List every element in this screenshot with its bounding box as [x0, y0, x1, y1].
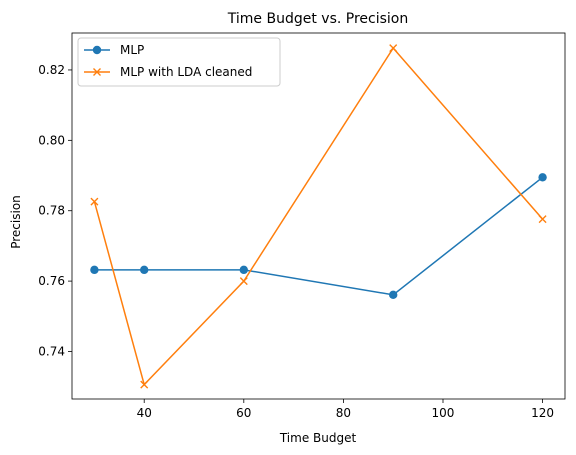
- data-point: [140, 265, 149, 275]
- y-axis-label: Precision: [9, 195, 23, 249]
- x-tick-label: 100: [432, 406, 455, 420]
- x-tick-label: 60: [236, 406, 251, 420]
- series-layer: [90, 44, 547, 389]
- data-point: [239, 265, 249, 275]
- x-axis: 40 60 80 100 120: [137, 399, 554, 420]
- y-tick-label: 0.78: [38, 204, 65, 218]
- legend: MLP MLP with LDA cleaned: [77, 37, 281, 87]
- series-line: [93, 46, 544, 387]
- data-point: [538, 173, 547, 182]
- data-point: [90, 265, 99, 275]
- legend-box: [77, 37, 281, 87]
- series-line: [94, 176, 544, 296]
- y-tick-label: 0.82: [38, 63, 65, 77]
- data-point: [90, 197, 99, 206]
- x-axis-label: Time Budget: [279, 431, 357, 445]
- legend-label: MLP with LDA cleaned: [120, 65, 252, 79]
- series-1: [90, 44, 547, 389]
- x-tick-label: 120: [531, 406, 554, 420]
- x-tick-label: 80: [336, 406, 351, 420]
- legend-marker: [92, 45, 102, 55]
- data-point: [239, 277, 248, 286]
- data-point: [389, 44, 398, 53]
- data-point: [538, 215, 547, 224]
- data-point: [388, 290, 398, 300]
- data-point: [140, 380, 149, 389]
- x-tick-label: 40: [137, 406, 152, 420]
- plot-frame: [71, 32, 566, 400]
- y-tick-label: 0.76: [38, 274, 65, 288]
- y-tick-label: 0.74: [38, 344, 65, 358]
- series-0: [90, 173, 547, 300]
- legend-label: MLP: [120, 43, 144, 57]
- legend-marker: [93, 68, 101, 76]
- chart-title: Time Budget vs. Precision: [227, 11, 408, 27]
- y-tick-label: 0.80: [38, 133, 65, 147]
- y-axis: 0.74 0.76 0.78 0.80 0.82: [38, 63, 72, 358]
